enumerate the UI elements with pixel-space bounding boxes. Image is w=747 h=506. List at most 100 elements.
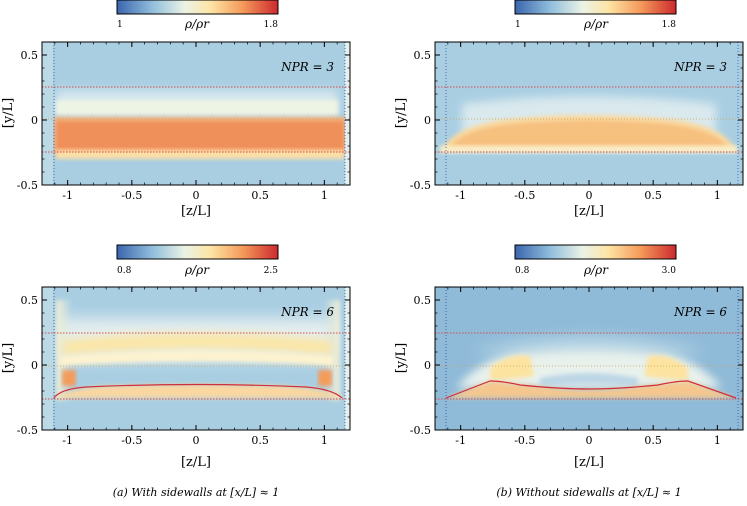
caption-right: (b) Without sidewalls at [x/L] ≈ 1 [496,486,681,499]
corner-hotspot-right [318,370,332,386]
y-tick-label: 0 [424,359,431,372]
npr-annotation: NPR = 6 [280,305,334,319]
x-axis-label: [z/L] [574,204,604,219]
y-tick-label: -0.5 [410,179,431,192]
colorbar-top-right: 1 1.8 ρ/ρr [514,0,677,31]
x-tick-label: 0.5 [644,189,662,202]
colorbar-top-left: 1 1.8 ρ/ρr [116,0,279,31]
x-tick-label: -0.5 [121,434,142,447]
axis-ticks-top-right: -1 -0.5 0 0.5 1 -0.5 0 0.5 [410,41,744,202]
sidewall-right [345,287,350,430]
colorbar-gradient [116,244,279,260]
axis-ticks-top-left: -1 -0.5 0 0.5 1 -0.5 0 0.5 [17,41,351,202]
colorbar-label: ρ/ρr [583,263,609,277]
x-tick-label: 1 [321,434,328,447]
heatmap-bottom-left [42,287,350,430]
x-tick-label: 0 [193,434,200,447]
colorbar-bottom-right: 0.8 3.0 ρ/ρr [514,244,677,277]
colorbar-min-label: 1 [117,20,123,30]
reference-lines-top-right [435,42,743,185]
shear-layer-lower [440,146,738,153]
axis-ticks-bottom-left: -1 -0.5 0 0.5 1 -0.5 0 0.5 [17,286,351,447]
heatmap-bottom-right [435,287,743,430]
colorbar-bottom-left: 0.8 2.5 ρ/ρr [116,244,279,277]
colorbar-gradient [514,0,677,15]
sidewall-left [42,42,53,185]
y-axis-label: [y/L] [1,98,16,129]
x-tick-label: -1 [62,434,73,447]
colorbar-min-label: 0.8 [117,266,132,276]
y-axis-label: [y/L] [1,343,16,374]
x-tick-label: -1 [62,189,73,202]
colorbar-max-label: 2.5 [264,266,279,276]
x-axis-label: [z/L] [181,204,211,219]
lobe-left [490,355,534,380]
x-tick-label: 1 [714,434,721,447]
caption-left: (a) With sidewalls at [x/L] ≈ 1 [113,486,280,499]
x-tick-label: -0.5 [514,189,535,202]
x-tick-label: -0.5 [514,434,535,447]
jet-boundary-contour [445,380,737,399]
sidewall-left [42,287,53,430]
compression-band-upper [62,333,332,356]
x-tick-label: 1 [321,189,328,202]
x-tick-label: 0.5 [251,434,269,447]
x-tick-label: 0 [193,189,200,202]
corner-hotspot-left [62,370,76,386]
panel-top-left: 1 1.8 ρ/ρr -1 -0.5 0 0.5 1 -0.5 0 0.5 NPR = 3 [… [1,0,351,219]
colorbar-max-label: 3.0 [662,266,677,276]
reference-lines-bottom-right [435,287,743,430]
y-tick-label: 0 [31,359,38,372]
jet-boundary-contour [53,383,343,399]
colorbar-min-label: 0.8 [515,266,530,276]
x-tick-label: -1 [455,434,466,447]
y-axis-label: [y/L] [394,343,409,374]
axis-ticks-bottom-right: -1 -0.5 0 0.5 1 -0.5 0 0.5 [410,286,744,447]
y-axis-label: [y/L] [394,98,409,129]
colorbar-min-label: 1 [515,20,521,30]
colorbar-gradient [514,244,677,260]
y-tick-label: 0 [31,114,38,127]
y-tick-label: 0 [424,114,431,127]
colorbar-max-label: 1.8 [264,20,279,30]
colorbar-max-label: 1.8 [662,20,677,30]
heatmap-top-left [42,42,350,185]
x-tick-label: -0.5 [121,189,142,202]
y-tick-label: 0.5 [414,49,432,62]
panel-top-right: 1 1.8 ρ/ρr -1 -0.5 0 0.5 1 -0.5 0 0.5 NPR = 3 [… [394,0,744,219]
x-tick-label: 0.5 [644,434,662,447]
x-axis-label: [z/L] [181,455,211,470]
y-tick-label: -0.5 [410,424,431,437]
jet-core [450,120,728,147]
mixing-layer-upper [470,337,708,357]
y-tick-label: -0.5 [17,424,38,437]
y-tick-label: 0.5 [414,294,432,307]
colorbar-label: ρ/ρr [184,17,210,31]
shear-layer-lower [56,150,344,159]
y-tick-label: -0.5 [17,179,38,192]
reference-lines-bottom-left [42,287,350,430]
x-tick-label: -1 [455,189,466,202]
panel-bottom-right: 0.8 3.0 ρ/ρr -1 -0.5 0 0.5 1 -0.5 0 0.5 NPR = 6… [394,244,744,470]
npr-annotation: NPR = 3 [280,60,334,74]
shear-layer-upper [56,100,338,115]
npr-annotation: NPR = 3 [673,60,727,74]
jet-lower-band [54,384,344,398]
colorbar-label: ρ/ρr [184,263,210,277]
jet-center-low [540,373,638,388]
x-tick-label: 0.5 [251,189,269,202]
colorbar-gradient [116,0,279,15]
heatmap-top-right [435,42,743,185]
x-tick-label: 0 [586,189,593,202]
x-axis-label: [z/L] [574,455,604,470]
sidewall-right [345,42,350,185]
panel-bottom-left: 0.8 2.5 ρ/ρr -1 -0.5 0 0.5 1 -0.5 0 0.5 [1,244,351,470]
compression-band-inner [60,350,334,366]
y-tick-label: 0.5 [21,294,39,307]
y-tick-label: 0.5 [21,49,39,62]
lobe-right [644,355,688,380]
x-tick-label: 1 [714,189,721,202]
jet-core [56,121,344,151]
reference-lines-top-left [42,42,350,185]
